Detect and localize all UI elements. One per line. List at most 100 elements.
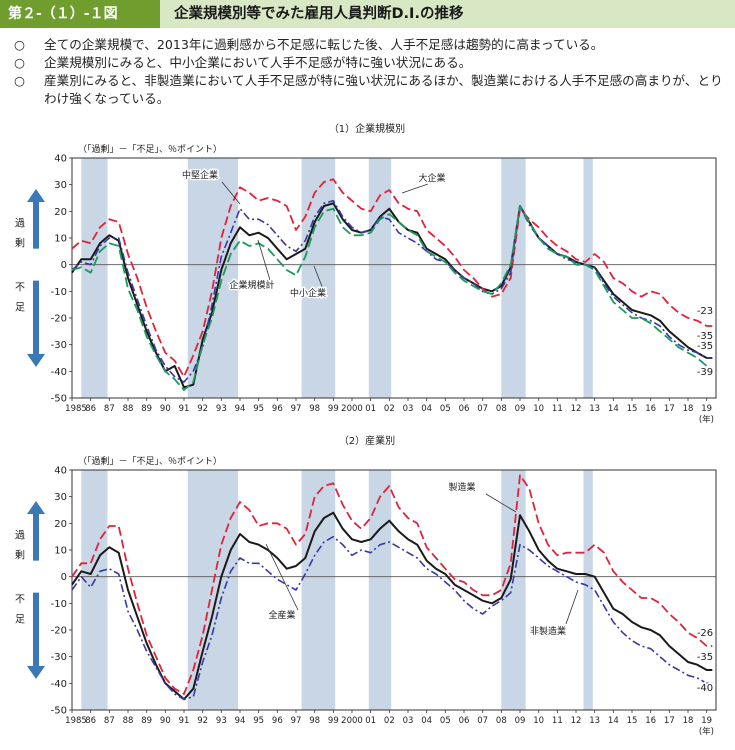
series-line-非製造業 xyxy=(71,535,713,701)
x-tick-label: 15 xyxy=(627,716,638,726)
x-tick-label: 04 xyxy=(421,404,432,414)
y-tick-label: -20 xyxy=(51,626,67,637)
y-tick-label: 10 xyxy=(54,234,67,245)
end-value-label: -23 xyxy=(697,306,713,317)
plot-frame xyxy=(71,157,717,399)
x-tick-label: 03 xyxy=(403,716,414,726)
annotation-leader xyxy=(565,589,579,625)
x-tick-label: 91 xyxy=(179,404,190,414)
x-tick-label: 05 xyxy=(440,716,451,726)
end-value-label: -26 xyxy=(697,628,713,639)
annotation-label: 製造業 xyxy=(448,481,475,493)
y-tick-label: -10 xyxy=(51,599,67,610)
x-tick-label: 14 xyxy=(608,404,619,414)
x-tick-label: 06 xyxy=(459,716,470,726)
x-tick-label: 01 xyxy=(365,404,376,414)
x-tick-label: 95 xyxy=(253,404,264,414)
series-line-中小企業 xyxy=(71,205,713,391)
x-tick-label: 89 xyxy=(141,716,152,726)
x-tick-label: 98 xyxy=(309,404,320,414)
end-value-label: -35 xyxy=(697,341,713,352)
x-tick-label: 94 xyxy=(235,404,246,414)
y-tick-label: 30 xyxy=(54,492,67,503)
recession-band xyxy=(301,470,336,710)
x-tick-label: 97 xyxy=(291,404,302,414)
plot-frame xyxy=(71,469,717,711)
x-tick-label: 04 xyxy=(421,716,432,726)
x-tick-label: 18 xyxy=(683,716,694,726)
x-tick-label: 12 xyxy=(571,716,582,726)
x-tick-label: 91 xyxy=(179,716,190,726)
annotation-label: 中堅企業 xyxy=(182,169,218,181)
y-tick-label: 0 xyxy=(61,572,67,583)
x-tick-label: 16 xyxy=(645,404,656,414)
side-label-excess: 剰 xyxy=(15,550,25,562)
y-tick-label: -50 xyxy=(51,394,67,405)
series-line-製造業 xyxy=(71,474,713,695)
x-tick-label: 09 xyxy=(515,716,526,726)
annotation-label: 企業規模計 xyxy=(229,279,274,291)
x-tick-label: 2000 xyxy=(341,404,363,414)
recession-band xyxy=(368,470,392,710)
recession-band xyxy=(368,158,392,398)
x-tick-label: 93 xyxy=(216,716,227,726)
x-tick-label: 12 xyxy=(571,404,582,414)
x-tick-label: 96 xyxy=(272,404,283,414)
y-tick-label: -40 xyxy=(51,679,67,690)
y-tick-label: -10 xyxy=(51,287,67,298)
end-value-label: -40 xyxy=(697,683,713,694)
series-line-大企業 xyxy=(71,178,713,378)
bullet-marker: ○ xyxy=(14,73,25,88)
x-tick-label: 97 xyxy=(291,716,302,726)
annotation-leader xyxy=(401,183,429,194)
x-tick-label: 89 xyxy=(141,404,152,414)
x-tick-label: 99 xyxy=(328,404,339,414)
x-tick-label: 13 xyxy=(589,404,600,414)
y-tick-label: -20 xyxy=(51,314,67,325)
x-tick-label: 19 xyxy=(701,716,712,726)
bullet-item: ○ 全ての企業規模で、2013年に過剰感から不足感に転じた後、人手不足感は趨勢的… xyxy=(14,36,726,54)
side-label-excess: 過 xyxy=(15,218,25,230)
y-tick-label: 20 xyxy=(54,519,67,530)
end-value-label: -35 xyxy=(697,331,713,342)
x-tick-label: 15 xyxy=(627,404,638,414)
up-arrow-icon xyxy=(27,189,45,202)
x-tick-label: 06 xyxy=(459,404,470,414)
x-tick-label: 13 xyxy=(589,716,600,726)
y-tick-label: 40 xyxy=(54,154,67,165)
x-tick-label: 92 xyxy=(197,716,208,726)
annotation-leader xyxy=(265,543,299,611)
annotation-leader xyxy=(313,265,324,290)
annotation-leader xyxy=(257,239,271,281)
down-arrow-icon xyxy=(27,666,45,679)
x-tick-label: 87 xyxy=(104,716,115,726)
y-tick-label: 10 xyxy=(54,546,67,557)
figure-title: 企業規模別等でみた雇用人員判断D.I.の推移 xyxy=(160,0,735,28)
series-line-企業規模計 xyxy=(71,202,713,389)
side-label-excess: 剰 xyxy=(15,238,25,250)
x-tick-label: 10 xyxy=(533,404,544,414)
figure-number: 第２-（１）-１図 xyxy=(0,0,160,28)
x-tick-label: 11 xyxy=(552,716,563,726)
x-tick-label: 1985 xyxy=(65,716,87,726)
end-value-label: -39 xyxy=(697,367,713,378)
x-tick-label: 1985 xyxy=(65,404,87,414)
chart-title: （2）産業別 xyxy=(339,434,395,447)
x-tick-label: 94 xyxy=(235,716,246,726)
x-tick-label: 18 xyxy=(683,404,694,414)
unit-note: （「過剰」－「不足」、％ポイント） xyxy=(78,455,222,467)
x-unit-label: (年) xyxy=(699,726,714,737)
recession-band xyxy=(583,470,593,710)
summary-bullets: ○ 全ての企業規模で、2013年に過剰感から不足感に転じた後、人手不足感は趨勢的… xyxy=(14,36,726,108)
recession-band xyxy=(583,158,593,398)
x-tick-label: 98 xyxy=(309,716,320,726)
x-tick-label: 95 xyxy=(253,716,264,726)
x-tick-label: 92 xyxy=(197,404,208,414)
recession-band xyxy=(81,158,108,398)
x-tick-label: 02 xyxy=(384,716,395,726)
x-tick-label: 90 xyxy=(160,404,171,414)
x-tick-label: 01 xyxy=(365,716,376,726)
annotation-leader xyxy=(221,181,241,205)
y-tick-label: 20 xyxy=(54,207,67,218)
x-unit-label: (年) xyxy=(699,414,714,425)
